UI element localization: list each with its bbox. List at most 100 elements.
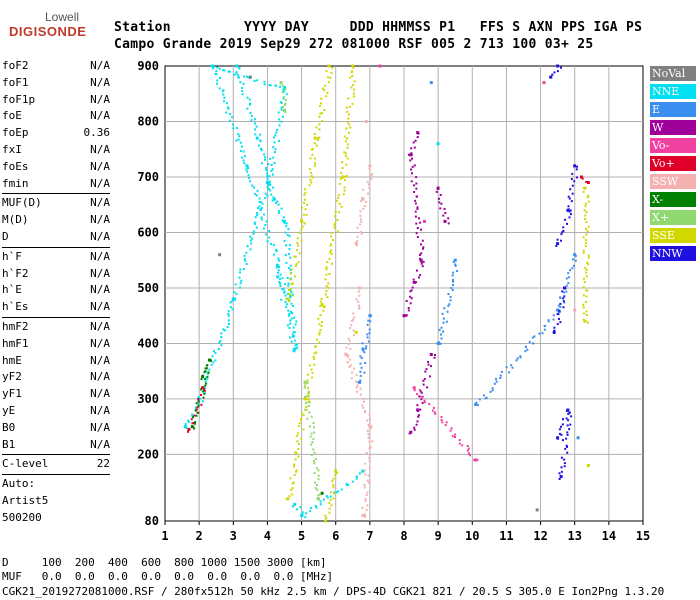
trace-dot-sse <box>298 231 301 234</box>
trace-dot-nnw <box>566 451 569 454</box>
trace-dot-sse <box>351 75 354 77</box>
trace-dot-x- <box>204 367 207 370</box>
trace-dot-ssw <box>364 462 367 465</box>
trace-dot-sse <box>331 262 333 265</box>
trace-dot-ssw <box>361 404 364 407</box>
trace-dot-sse <box>317 138 320 141</box>
trace-dot-w <box>435 190 438 193</box>
trace-dot-x- <box>317 494 320 497</box>
trace-dot-x- <box>310 454 313 457</box>
data-point-vo- <box>580 175 583 179</box>
trace-dot-w <box>427 363 430 366</box>
trace-dot-ssw <box>346 361 349 364</box>
trace-dot-w <box>418 276 420 279</box>
trace-dot-vo- <box>449 429 452 432</box>
trace-dot-sse <box>346 157 349 160</box>
trace-dot-sse <box>347 113 350 116</box>
trace-dot-sse <box>311 376 314 379</box>
trace-dot-ssw <box>366 429 369 432</box>
trace-dot-nne <box>268 230 271 232</box>
data-point-w <box>409 430 413 434</box>
trace-dot-nne <box>206 378 209 381</box>
trace-dot-w <box>434 354 436 356</box>
param-row: hmF1 N/A <box>2 336 110 353</box>
trace-dot-sse <box>352 95 355 98</box>
trace-dot-e <box>446 310 449 313</box>
param-value: N/A <box>90 229 110 243</box>
trace-dot-sse <box>312 355 315 358</box>
data-point-x- <box>190 425 194 429</box>
trace-dot-nne <box>301 511 304 514</box>
trace-dot-x- <box>203 371 206 374</box>
param-value: N/A <box>90 266 110 280</box>
trace-dot-w <box>407 309 410 312</box>
trace-dot-w <box>415 176 418 179</box>
trace-dot-e <box>366 323 369 326</box>
trace-dot-e <box>505 366 508 369</box>
trace-dot-nnw <box>560 466 563 469</box>
trace-dot-ssw <box>347 354 350 357</box>
param-row: h`Es N/A <box>2 299 110 316</box>
trace-dot-sse <box>327 286 330 289</box>
trace-dot-ssw <box>363 513 366 516</box>
trace-dot-nne <box>259 133 261 136</box>
trace-dot-sse <box>587 225 590 228</box>
trace-dot-ssw <box>367 423 370 426</box>
trace-dot-x- <box>309 425 311 428</box>
trace-dot-e <box>562 291 565 294</box>
trace-dot-nnw <box>562 418 564 421</box>
trace-dot-e <box>565 284 568 287</box>
trace-dot-nne <box>260 218 263 221</box>
trace-dot-sse <box>313 363 316 366</box>
trace-dot-sse <box>349 76 352 79</box>
trace-dot-sse <box>338 182 341 185</box>
trace-dot-nne <box>239 282 242 285</box>
trace-dot-x- <box>193 427 196 430</box>
trace-dot-nne <box>222 93 225 96</box>
trace-dot-nne <box>282 288 285 291</box>
trace-dot-nne <box>256 214 259 216</box>
trace-dot-nne <box>247 174 250 177</box>
trace-dot-nne <box>195 406 197 409</box>
trace-dot-w <box>413 164 416 167</box>
trace-dot-nne <box>216 66 219 69</box>
data-point-nnw <box>549 75 553 79</box>
trace-dot-sse <box>317 317 320 320</box>
trace-dot-nne <box>210 363 213 366</box>
trace-dot-nne <box>286 292 289 295</box>
trace-dot-x- <box>205 367 208 370</box>
trace-dot-sse <box>332 497 335 500</box>
trace-dot-nne <box>227 312 230 315</box>
trace-dot-nnw <box>567 419 570 422</box>
trace-dot-nnw <box>564 218 567 221</box>
x-tick-label: 7 <box>366 529 373 543</box>
param-row: hmF2 N/A <box>2 319 110 336</box>
y-tick-label: 900 <box>137 59 159 73</box>
trace-dot-e <box>569 269 571 272</box>
trace-dot-nne <box>246 76 249 79</box>
trace-dot-nne <box>272 253 275 256</box>
trace-dot-e <box>500 370 503 373</box>
trace-dot-sse <box>315 144 318 147</box>
trace-dot-ssw <box>364 410 366 413</box>
trace-dot-nne <box>291 333 294 336</box>
data-point-sse <box>300 219 304 223</box>
trace-dot-nne <box>289 294 291 297</box>
trace-dot-sse <box>352 84 355 86</box>
trace-dot-sse <box>295 434 298 437</box>
param-name: D <box>2 229 9 243</box>
trace-dot-sse <box>293 255 296 258</box>
trace-dot-nne <box>204 376 207 379</box>
trace-dot-ssw <box>364 411 367 414</box>
trace-dot-x- <box>283 104 286 106</box>
trace-dot-nnw <box>567 205 570 208</box>
trace-dot-w <box>410 180 413 183</box>
trace-dot-nne <box>279 273 282 276</box>
trace-dot-nne <box>263 83 266 86</box>
trace-dot-nne <box>274 134 277 137</box>
trace-dot-nne <box>245 168 248 171</box>
trace-dot-vo- <box>473 458 476 461</box>
data-point-vo- <box>187 427 191 431</box>
trace-dot-nnw <box>570 178 573 181</box>
y-tick-label: 800 <box>137 114 159 128</box>
